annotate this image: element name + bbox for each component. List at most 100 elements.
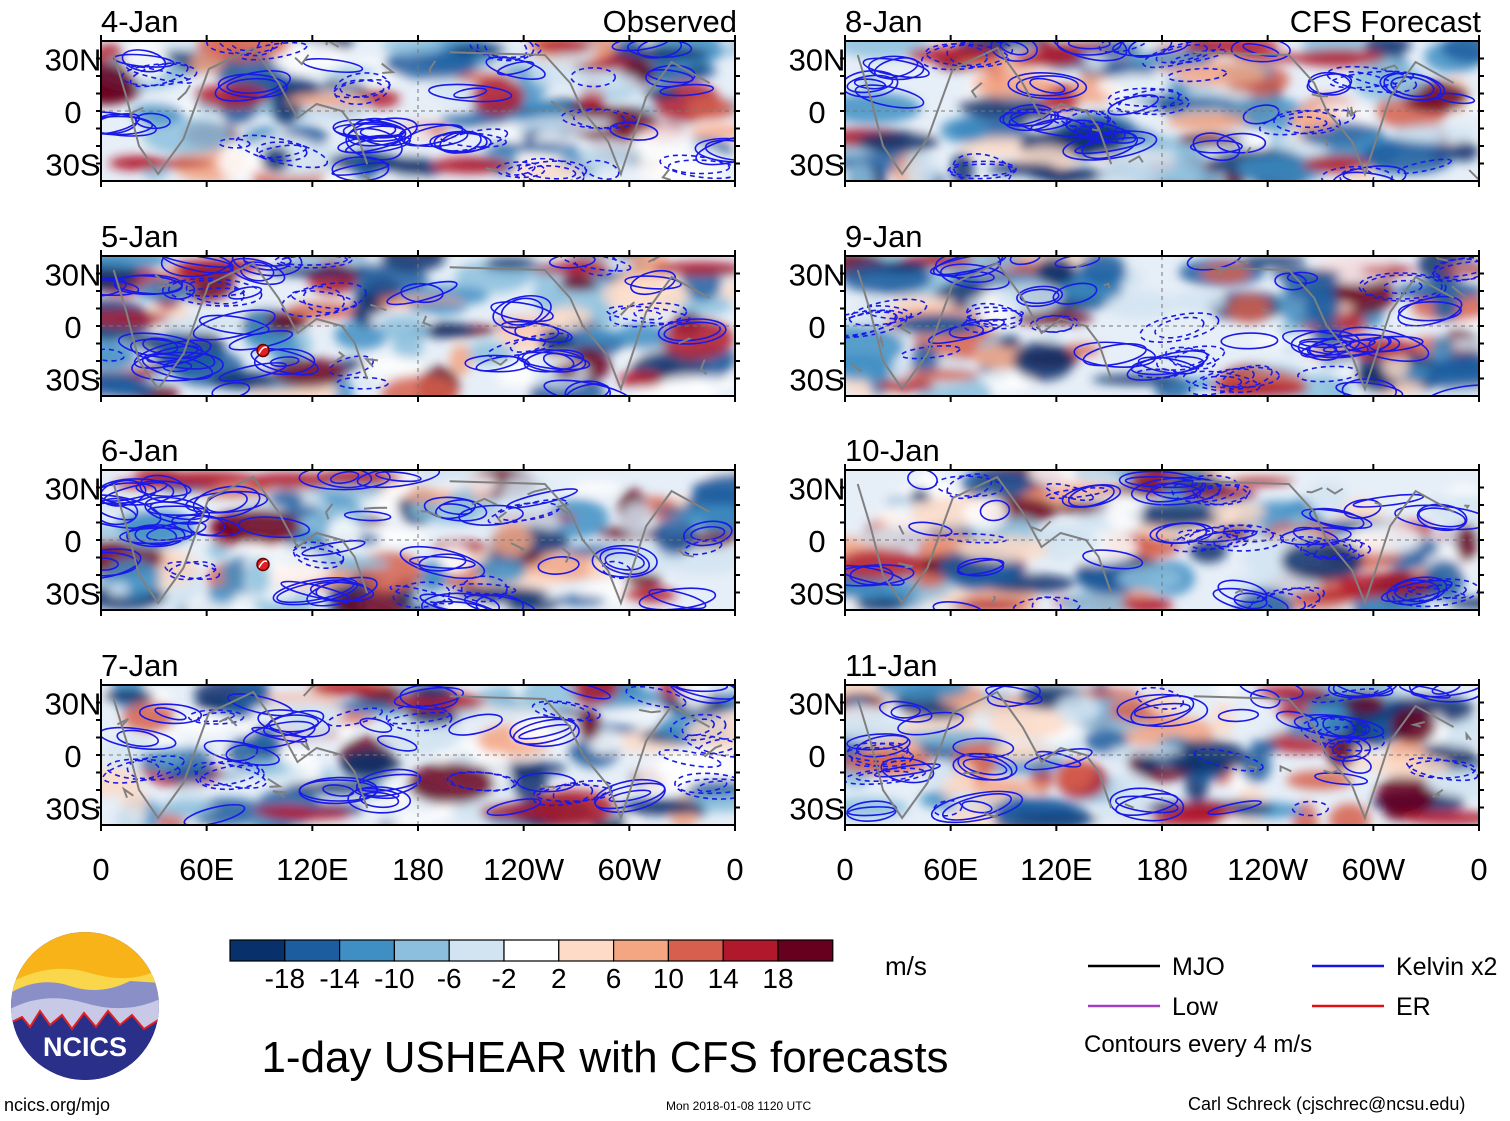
contour-line xyxy=(897,711,964,736)
jet-band xyxy=(854,597,907,610)
island-outline xyxy=(363,357,379,368)
shear-blob xyxy=(380,256,446,272)
forecast-label: CFS Forecast xyxy=(1290,4,1482,39)
contour-line xyxy=(558,685,612,700)
contour-line xyxy=(1081,131,1138,160)
contour-line xyxy=(463,594,536,610)
island-outline xyxy=(485,167,499,173)
panel-field xyxy=(845,685,1479,825)
jet-band xyxy=(1400,811,1479,825)
jet-band xyxy=(531,41,593,54)
contour-line xyxy=(1258,108,1356,136)
contour-line xyxy=(198,314,270,336)
jet-band xyxy=(1013,49,1082,68)
contour-line xyxy=(593,778,666,813)
contour-line xyxy=(167,277,263,307)
contour-line xyxy=(933,799,963,817)
contour-line xyxy=(1217,708,1260,723)
contour-line xyxy=(630,269,677,296)
shear-blob xyxy=(113,805,146,825)
contour-line xyxy=(683,520,733,547)
shear-blob xyxy=(1012,341,1074,381)
x-tick-label: 0 xyxy=(92,852,109,887)
shear-blob xyxy=(653,516,697,556)
shear-blob xyxy=(989,704,1067,740)
jet-band xyxy=(268,266,368,277)
shear-blob xyxy=(978,369,1034,393)
island-outline xyxy=(676,547,694,558)
shear-field xyxy=(845,41,1479,181)
contour-line xyxy=(434,499,477,520)
contour-line xyxy=(1082,549,1144,570)
contour-line xyxy=(868,55,925,81)
contour-line xyxy=(1165,346,1217,370)
shear-blob xyxy=(1376,775,1435,816)
contour-line xyxy=(206,41,284,55)
jet-band xyxy=(314,685,378,696)
shear-blob xyxy=(101,377,157,396)
contour-line xyxy=(855,770,915,782)
contour-line xyxy=(1398,300,1462,322)
contour-line xyxy=(149,501,205,521)
shear-blob xyxy=(636,758,704,794)
contour-line xyxy=(138,703,203,725)
footer-url[interactable]: ncics.org/mjo xyxy=(4,1095,111,1115)
island-outline xyxy=(369,303,387,312)
contour-line xyxy=(1397,158,1452,175)
x-tick-label: 120E xyxy=(1020,852,1092,887)
jet-band xyxy=(1442,265,1479,276)
island-outline xyxy=(272,790,288,798)
contour-line xyxy=(1098,41,1151,54)
shear-blob xyxy=(1055,693,1101,724)
island-outline xyxy=(878,334,885,348)
contour-line xyxy=(101,548,142,580)
contour-line xyxy=(921,41,1014,71)
contour-line xyxy=(1230,41,1291,63)
jet-band xyxy=(1234,53,1323,62)
contour-line xyxy=(659,83,715,97)
contour-line xyxy=(845,564,905,586)
contour-line xyxy=(218,138,251,149)
kelvin-contours xyxy=(101,41,735,181)
contour-line xyxy=(657,318,727,345)
shear-blob xyxy=(979,273,1044,284)
shear-blob xyxy=(1146,689,1181,715)
contour-line xyxy=(1320,165,1393,181)
legend-item: MJO xyxy=(1088,953,1225,981)
shear-blob xyxy=(490,142,579,153)
contour-line xyxy=(845,309,908,339)
contour-line xyxy=(862,57,930,79)
y-tick-label: 30N xyxy=(45,43,102,78)
island-outline xyxy=(1464,504,1471,509)
contour-line xyxy=(101,479,147,507)
shear-blob xyxy=(287,302,358,320)
contour-line xyxy=(564,380,611,396)
island-outline xyxy=(560,546,571,563)
contour-line xyxy=(560,108,638,130)
shear-blob xyxy=(875,685,971,700)
contour-line xyxy=(542,352,575,370)
contour-line xyxy=(428,83,513,103)
contour-line xyxy=(1335,381,1404,396)
contour-line xyxy=(227,693,294,717)
colorbar-swatch xyxy=(503,939,560,962)
contour-line xyxy=(1113,95,1184,108)
contour-line xyxy=(1427,384,1479,396)
contour-line xyxy=(101,115,154,136)
contour-line xyxy=(322,784,355,797)
shear-blob xyxy=(379,720,461,756)
contour-line xyxy=(1362,274,1443,300)
contour-line xyxy=(229,41,261,52)
contour-line xyxy=(1170,524,1255,553)
contour-line xyxy=(552,782,594,804)
shear-blob xyxy=(580,138,636,173)
contour-line xyxy=(1327,685,1398,699)
jet-band xyxy=(1448,597,1479,609)
contour-line xyxy=(1399,685,1451,699)
contour-line xyxy=(1404,584,1467,602)
y-tick-label: 30N xyxy=(45,472,102,507)
footer-timestamp: Mon 2018-01-08 1120 UTC xyxy=(666,1099,812,1113)
contour-line xyxy=(848,298,928,327)
island-outline xyxy=(121,786,134,799)
island-outline xyxy=(1346,106,1353,117)
